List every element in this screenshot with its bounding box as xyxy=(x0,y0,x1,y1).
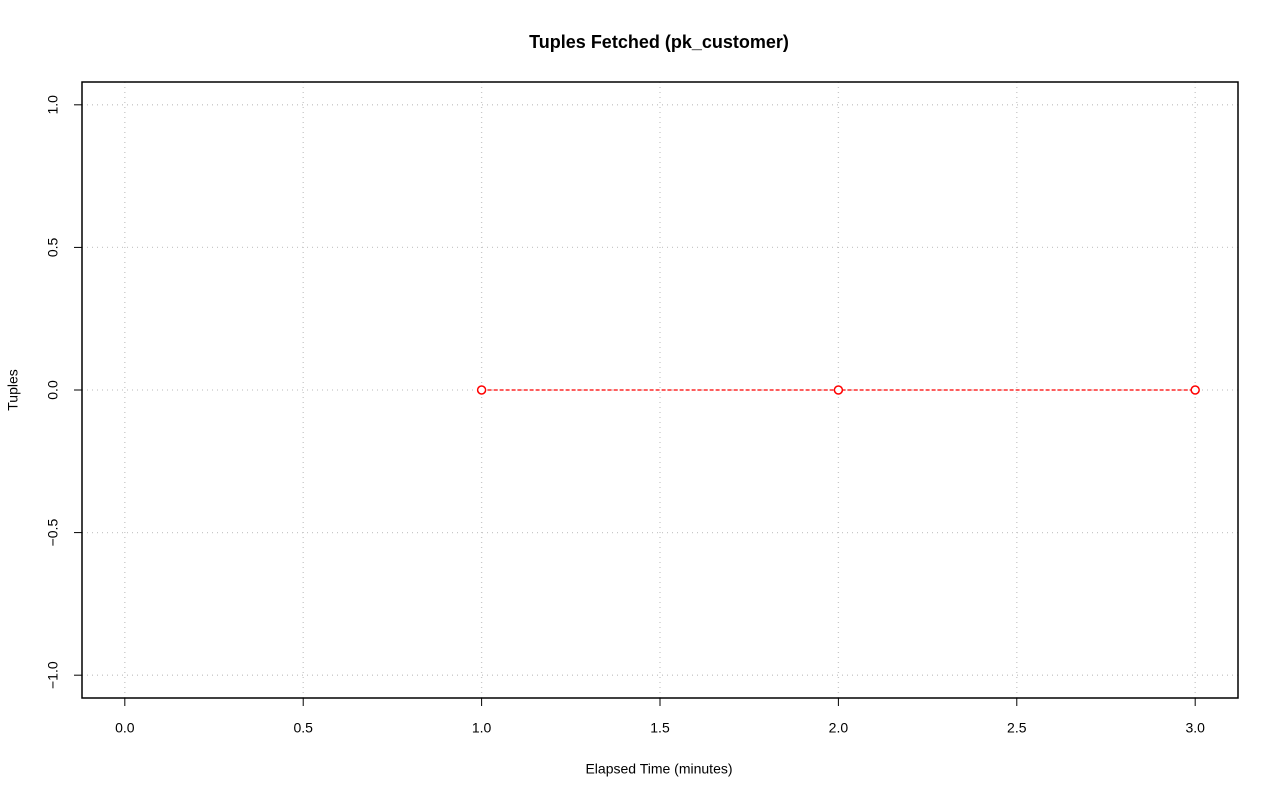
y-tick-label: 1.0 xyxy=(45,95,61,115)
y-tick-label: −1.0 xyxy=(45,661,61,689)
x-tick-label: 2.5 xyxy=(1007,720,1027,736)
chart-title: Tuples Fetched (pk_customer) xyxy=(529,32,789,52)
data-point xyxy=(476,385,487,395)
data-point xyxy=(1190,385,1200,395)
data-point xyxy=(833,385,844,395)
y-tick-label: 0.0 xyxy=(45,380,61,400)
plot-frame xyxy=(81,81,1239,699)
y-tick-label: 0.5 xyxy=(45,237,61,257)
y-axis-label: Tuples xyxy=(5,369,21,411)
x-axis-label: Elapsed Time (minutes) xyxy=(585,761,732,777)
x-tick-label: 1.0 xyxy=(472,720,492,736)
x-tick-label: 1.5 xyxy=(650,720,670,736)
x-tick-label: 0.0 xyxy=(115,720,135,736)
x-tick-label: 3.0 xyxy=(1185,720,1205,736)
x-tick-label: 2.0 xyxy=(829,720,849,736)
y-tick-label: −0.5 xyxy=(45,519,61,547)
x-tick-label: 0.5 xyxy=(293,720,313,736)
